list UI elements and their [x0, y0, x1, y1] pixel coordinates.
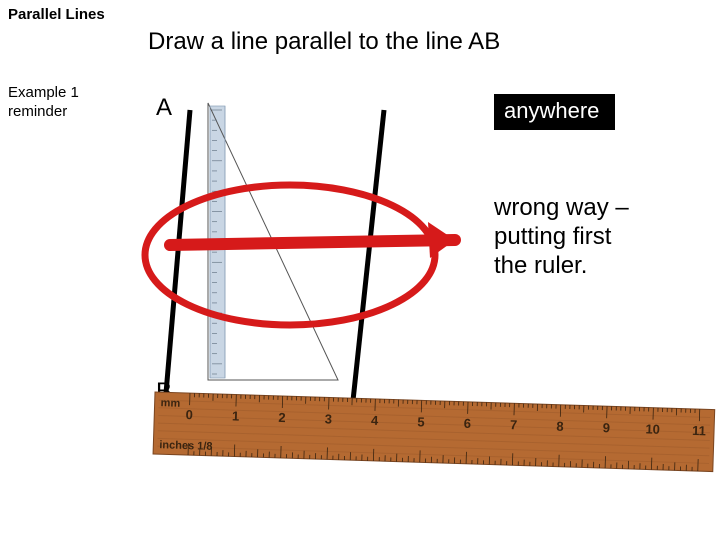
svg-text:1: 1: [232, 408, 240, 423]
svg-text:0: 0: [185, 407, 193, 422]
svg-text:8: 8: [556, 419, 564, 434]
svg-text:5: 5: [417, 414, 425, 429]
point-b-label: B: [156, 378, 172, 406]
svg-text:11: 11: [692, 423, 706, 438]
page-title: Parallel Lines: [8, 6, 105, 23]
svg-text:inches 1/8: inches 1/8: [159, 439, 213, 453]
anywhere-badge: anywhere: [494, 94, 615, 130]
instruction-text: Draw a line parallel to the line AB: [148, 28, 500, 56]
svg-text:6: 6: [464, 416, 472, 431]
svg-text:7: 7: [510, 417, 518, 432]
svg-text:3: 3: [324, 411, 332, 426]
svg-text:2: 2: [278, 410, 286, 425]
svg-text:4: 4: [371, 413, 379, 428]
wrong-way-note: wrong way – putting first the ruler.: [494, 194, 629, 280]
example-label: Example 1 reminder: [8, 84, 79, 122]
point-a-label: A: [156, 94, 172, 122]
svg-text:9: 9: [603, 420, 611, 435]
svg-text:10: 10: [645, 421, 660, 436]
